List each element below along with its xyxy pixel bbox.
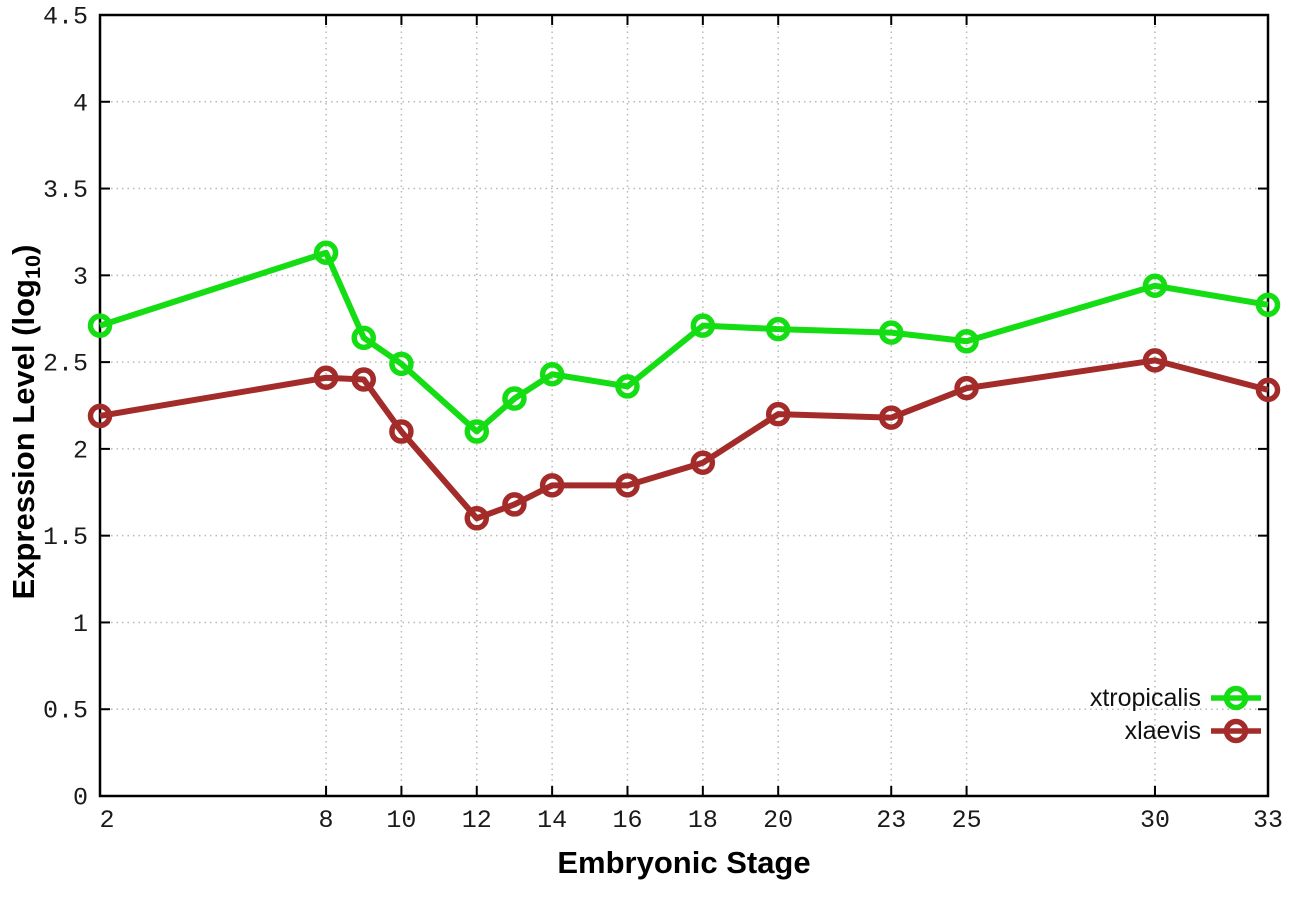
x-axis-label: Embryonic Stage bbox=[557, 845, 811, 880]
point-xlaevis-stage-25 bbox=[954, 375, 979, 401]
point-xlaevis-stage-18 bbox=[690, 450, 716, 476]
svg-text:12: 12 bbox=[462, 806, 492, 835]
svg-text:14: 14 bbox=[537, 806, 567, 835]
svg-text:1.5: 1.5 bbox=[43, 523, 88, 552]
point-xlaevis-stage-13 bbox=[502, 492, 527, 517]
point-xtropicalis-stage-8 bbox=[313, 240, 339, 266]
svg-text:23: 23 bbox=[876, 806, 906, 835]
legend-marker-xlaevis-icon bbox=[1211, 718, 1261, 744]
svg-text:3: 3 bbox=[73, 263, 88, 292]
legend-marker-xtropicalis-icon bbox=[1211, 685, 1261, 711]
svg-text:2: 2 bbox=[73, 436, 88, 465]
point-xlaevis-stage-8 bbox=[313, 365, 339, 390]
svg-text:0.5: 0.5 bbox=[43, 697, 88, 726]
point-xlaevis-stage-10 bbox=[389, 419, 414, 444]
point-xlaevis-stage-12 bbox=[464, 506, 490, 531]
point-xlaevis-stage-33 bbox=[1255, 377, 1281, 403]
y-axis-label-subscript: 10 bbox=[20, 254, 46, 280]
svg-text:8: 8 bbox=[319, 806, 334, 835]
point-xtropicalis-stage-20 bbox=[765, 316, 791, 342]
series-xlaevis-line bbox=[99, 357, 1269, 522]
legend: xtropicalis xlaevis bbox=[1090, 683, 1262, 746]
legend-entry-xtropicalis: xtropicalis bbox=[1090, 683, 1262, 713]
point-xlaevis-stage-16 bbox=[615, 473, 640, 498]
y-axis-label: Expression Level (log10) bbox=[6, 182, 46, 662]
svg-text:33: 33 bbox=[1253, 806, 1283, 835]
svg-text:25: 25 bbox=[952, 806, 982, 835]
point-xtropicalis-stage-33 bbox=[1255, 292, 1281, 318]
series-xlaevis bbox=[87, 348, 1281, 531]
y-axis-label-text: Expression Level (log bbox=[6, 279, 41, 600]
plot-border bbox=[98, 13, 1270, 798]
svg-text:30: 30 bbox=[1140, 806, 1170, 835]
legend-label-xlaevis: xlaevis bbox=[1124, 717, 1201, 745]
series-xtropicalis-line bbox=[99, 249, 1269, 435]
point-xtropicalis-stage-25 bbox=[954, 329, 979, 354]
point-xlaevis-stage-14 bbox=[539, 473, 565, 498]
point-xtropicalis-stage-30 bbox=[1142, 273, 1168, 298]
x-tick-labels: 2 8 10 12 14 16 18 20 23 25 30 33 bbox=[99, 806, 1283, 835]
point-xlaevis-stage-2 bbox=[87, 403, 113, 429]
svg-text:4: 4 bbox=[73, 89, 88, 118]
point-xlaevis-stage-23 bbox=[878, 405, 904, 430]
svg-text:4.5: 4.5 bbox=[43, 3, 88, 32]
point-xlaevis-stage-20 bbox=[765, 401, 791, 427]
legend-label-xtropicalis: xtropicalis bbox=[1089, 684, 1201, 712]
y-tick-labels: 0 0.5 1 1.5 2 2.5 3 3.5 4 4.5 bbox=[43, 3, 88, 813]
point-xtropicalis-stage-12 bbox=[464, 419, 490, 444]
svg-text:0: 0 bbox=[73, 784, 88, 813]
svg-text:3.5: 3.5 bbox=[43, 176, 88, 205]
point-xtropicalis-stage-14 bbox=[539, 362, 565, 387]
point-xtropicalis-stage-16 bbox=[615, 374, 640, 399]
point-xtropicalis-stage-18 bbox=[690, 313, 716, 338]
svg-text:2.5: 2.5 bbox=[43, 350, 88, 379]
svg-text:2: 2 bbox=[99, 806, 114, 835]
svg-text:10: 10 bbox=[386, 806, 416, 835]
svg-text:1: 1 bbox=[73, 610, 88, 639]
series-xtropicalis bbox=[87, 240, 1281, 444]
y-axis-label-suffix: ) bbox=[6, 244, 41, 255]
svg-text:18: 18 bbox=[688, 806, 718, 835]
point-xtropicalis-stage-10 bbox=[389, 351, 414, 377]
svg-text:16: 16 bbox=[612, 806, 642, 835]
gridlines bbox=[100, 15, 1268, 796]
svg-text:20: 20 bbox=[763, 806, 793, 835]
point-xlaevis-stage-30 bbox=[1142, 348, 1168, 373]
legend-entry-xlaevis: xlaevis bbox=[1125, 716, 1262, 746]
point-xtropicalis-stage-23 bbox=[878, 320, 904, 345]
point-xlaevis-stage-9 bbox=[351, 367, 376, 392]
point-xtropicalis-stage-13 bbox=[502, 386, 527, 411]
tick-marks bbox=[99, 14, 1269, 797]
point-xtropicalis-stage-2 bbox=[87, 313, 113, 338]
point-xtropicalis-stage-9 bbox=[351, 325, 376, 351]
